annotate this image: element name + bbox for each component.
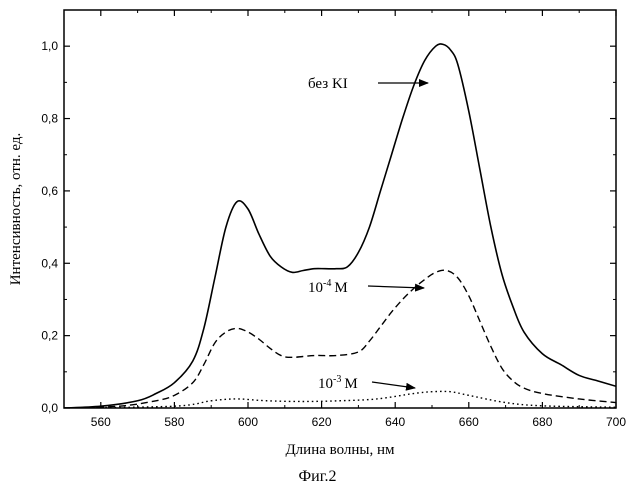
figure-caption: Фиг.2 <box>0 468 635 486</box>
y-tick-label: 0,0 <box>41 401 58 415</box>
annotation-label: 10-3M <box>318 374 358 392</box>
x-tick-label: 580 <box>164 415 184 429</box>
y-tick-label: 1,0 <box>41 39 58 53</box>
annotation-layer: без KI 10-4M 10-3M <box>308 76 428 392</box>
x-tick-label: 600 <box>238 415 258 429</box>
y-tick-label: 0,8 <box>41 112 58 126</box>
plot-frame <box>64 10 616 408</box>
x-tick-label: 620 <box>312 415 332 429</box>
y-tick-label: 0,4 <box>41 256 58 270</box>
y-tick-label: 0,2 <box>41 329 58 343</box>
y-axis: 0,0 0,2 0,4 0,6 0,8 1,0 <box>41 39 616 415</box>
x-tick-label: 680 <box>532 415 552 429</box>
series-layer <box>64 44 616 408</box>
x-tick-label: 560 <box>91 415 111 429</box>
annotation-label: без KI <box>308 76 348 92</box>
y-tick-label: 0,6 <box>41 184 58 198</box>
annotation-arrow <box>372 382 415 388</box>
y-axis-title: Интенсивность, отн. ед. <box>8 133 24 286</box>
x-tick-label: 660 <box>459 415 479 429</box>
x-axis-title: Длина волны, нм <box>285 442 395 458</box>
series-line-1e-3 <box>64 391 616 408</box>
series-line-no-ki <box>64 44 616 408</box>
x-tick-label: 640 <box>385 415 405 429</box>
x-tick-label: 700 <box>606 415 626 429</box>
annotation-label: 10-4M <box>308 278 348 296</box>
x-axis: 560 580 600 620 640 660 680 700 <box>64 10 626 429</box>
